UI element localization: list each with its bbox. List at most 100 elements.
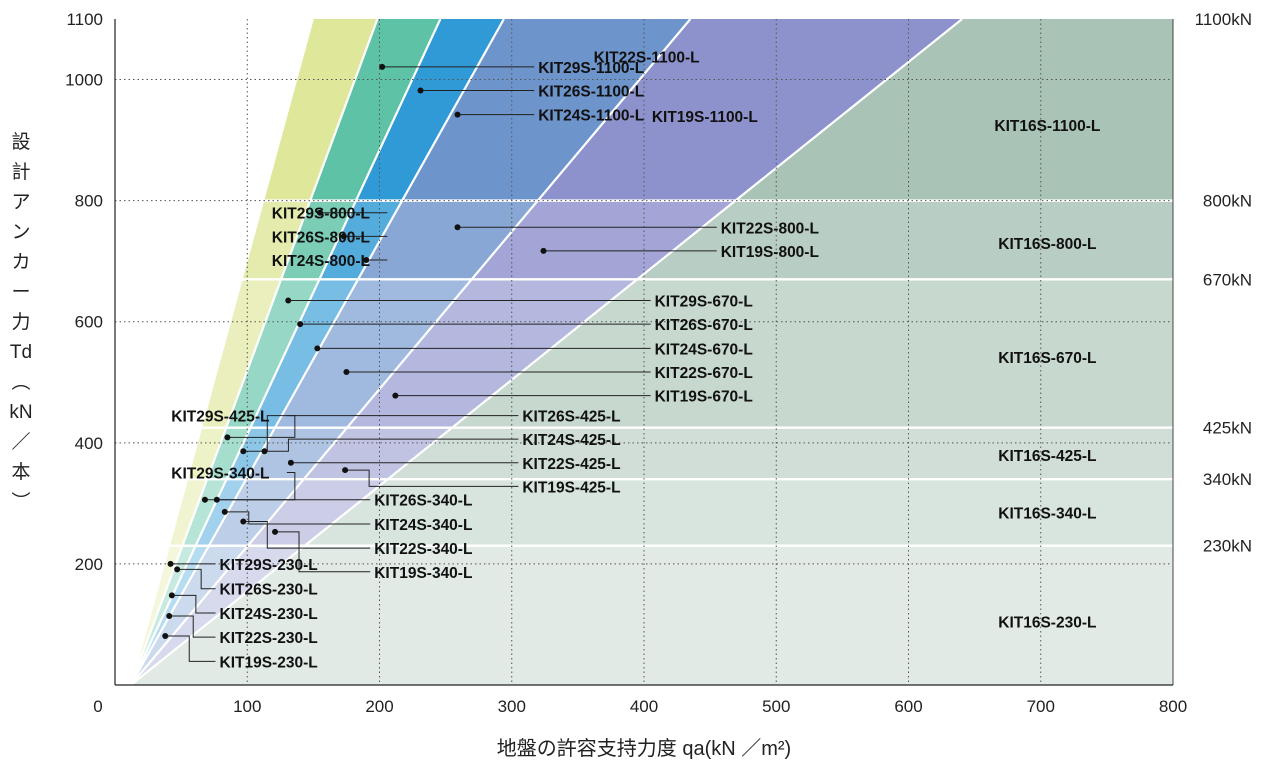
label-kit26s-800-l: KIT26S-800-L: [272, 229, 370, 246]
label-kit24s-425-l: KIT24S-425-L: [522, 432, 620, 449]
y-axis-title-char: カ: [11, 252, 31, 273]
wash-band-340: [115, 479, 1173, 546]
y-axis-title: 設計アンカー力 Td ︵ kN ／ 本 ︶: [6, 128, 36, 518]
boundary-line-1: [129, 19, 379, 685]
leader-27: [243, 521, 371, 549]
point-34: [162, 632, 169, 639]
capacity-label-670: 670kN: [1203, 270, 1252, 289]
point-14: [314, 345, 321, 352]
point-26: [221, 508, 228, 515]
label-kit22s-800-l: KIT22S-800-L: [721, 220, 819, 237]
y-axis-title-char: 力: [11, 312, 31, 333]
y-axis-title-char: Td: [9, 342, 33, 363]
point-9: [454, 224, 461, 231]
point-33: [166, 612, 173, 619]
label-kit16s-1100-l: KIT16S-1100-L: [994, 118, 1100, 135]
label-kit29s-800-l: KIT29S-800-L: [272, 206, 370, 223]
y-tick-1000: 1000: [65, 71, 103, 90]
point-12: [285, 297, 292, 304]
capacity-label-1100: 1100kN: [1195, 10, 1252, 29]
model-labels: KIT29S-1100-L KIT26S-1100-L KIT24S-1100-L K…: [171, 50, 1100, 672]
point-25: [213, 496, 220, 503]
label-kit26s-230-l: KIT26S-230-L: [220, 582, 318, 599]
leader-31: [177, 568, 216, 590]
leader-lines: [162, 63, 717, 662]
point-31: [174, 566, 181, 573]
label-kit19s-670-l: KIT19S-670-L: [655, 389, 753, 406]
x-tick-300: 300: [498, 697, 526, 716]
wash-band-425: [115, 427, 1173, 480]
label-kit16s-800-l: KIT16S-800-L: [998, 236, 1096, 253]
point-7: [340, 233, 347, 240]
label-kit26s-1100-l: KIT26S-1100-L: [538, 83, 644, 100]
point-22: [342, 467, 349, 474]
y-tick-1100: 1100: [66, 10, 103, 29]
point-18: [224, 434, 231, 441]
level-wash: [115, 200, 1173, 685]
leader-22: [345, 469, 519, 487]
x-tick-200: 200: [365, 697, 393, 716]
point-15: [343, 368, 350, 375]
y-tick-400: 400: [75, 434, 103, 453]
boundary-line-2: [129, 19, 442, 685]
label-kit29s-230-l: KIT29S-230-L: [220, 557, 318, 574]
point-16: [392, 392, 399, 399]
y-axis-title-char: 本: [11, 462, 31, 483]
label-kit26s-670-l: KIT26S-670-L: [655, 317, 753, 334]
point-24: [201, 496, 208, 503]
x-tick-600: 600: [894, 697, 922, 716]
label-kit22s-340-l: KIT22S-340-L: [374, 541, 472, 558]
point-28: [272, 528, 279, 535]
label-kit24s-1100-l: KIT24S-1100-L: [538, 108, 644, 125]
leader-26: [224, 511, 371, 525]
x-tick-500: 500: [762, 697, 790, 716]
x-tick-100: 100: [233, 697, 261, 716]
tick-labels: 0 100 200 300 400 500 600 700 800 200 400 600 800 100…: [65, 10, 1187, 716]
label-kit19s-800-l: KIT19S-800-L: [721, 244, 819, 261]
capacity-label-425: 425kN: [1203, 419, 1252, 438]
x-tick-400: 400: [630, 697, 658, 716]
y-tick-200: 200: [75, 555, 103, 574]
boundary-line-3: [129, 19, 505, 685]
y-axis-title-char: ア: [11, 192, 31, 213]
y-axis-title-char: ー: [11, 282, 31, 303]
capacity-level-lines: [168, 199, 1173, 547]
label-kit22s-230-l: KIT22S-230-L: [220, 630, 318, 647]
label-kit22s-425-l: KIT22S-425-L: [522, 456, 620, 473]
label-kit19s-230-l: KIT19S-230-L: [220, 654, 318, 671]
axes: [114, 19, 1174, 686]
label-kit29s-425-l: KIT29S-425-L: [171, 409, 269, 426]
label-kit16s-425-l: KIT16S-425-L: [998, 448, 1096, 465]
label-kit29s-340-l: KIT29S-340-L: [171, 465, 269, 482]
y-axis-title-char: kN: [9, 402, 33, 423]
label-kit22s-670-l: KIT22S-670-L: [655, 365, 753, 382]
label-kit24s-340-l: KIT24S-340-L: [374, 517, 472, 534]
label-kit19s-1100-l: KIT19S-1100-L: [652, 109, 758, 126]
label-kit16s-230-l: KIT16S-230-L: [998, 614, 1096, 631]
capacity-label-230: 230kN: [1203, 537, 1252, 556]
label-kit29s-670-l: KIT29S-670-L: [655, 294, 753, 311]
point-6: [316, 209, 323, 216]
x-tick-700: 700: [1027, 697, 1055, 716]
boundary-line-0: [129, 19, 314, 685]
point-19: [240, 448, 247, 455]
label-kit16s-340-l: KIT16S-340-L: [998, 505, 1096, 522]
y-tick-800: 800: [75, 192, 103, 211]
label-kit26s-425-l: KIT26S-425-L: [522, 409, 620, 426]
point-10: [540, 247, 547, 254]
leader-19: [243, 415, 519, 452]
boundary-lines: [129, 19, 963, 685]
y-axis-title-char: 計: [11, 162, 31, 183]
leader-33: [169, 615, 216, 638]
grid: [115, 19, 1173, 685]
point-21: [287, 459, 294, 466]
leader-20: [264, 438, 519, 452]
y-axis-title-char: ︵: [11, 372, 31, 393]
point-1: [417, 87, 424, 94]
x-axis-title: 地盤の許容支持力度 qa(kN ／m²): [497, 737, 791, 760]
point-20: [261, 448, 268, 455]
leader-34: [165, 635, 216, 662]
capacity-level-labels: 230kN 340kN 425kN 670kN 800kN 1100kN: [1195, 10, 1252, 556]
capacity-label-340: 340kN: [1203, 470, 1252, 489]
boundary-line-5: [130, 19, 963, 685]
